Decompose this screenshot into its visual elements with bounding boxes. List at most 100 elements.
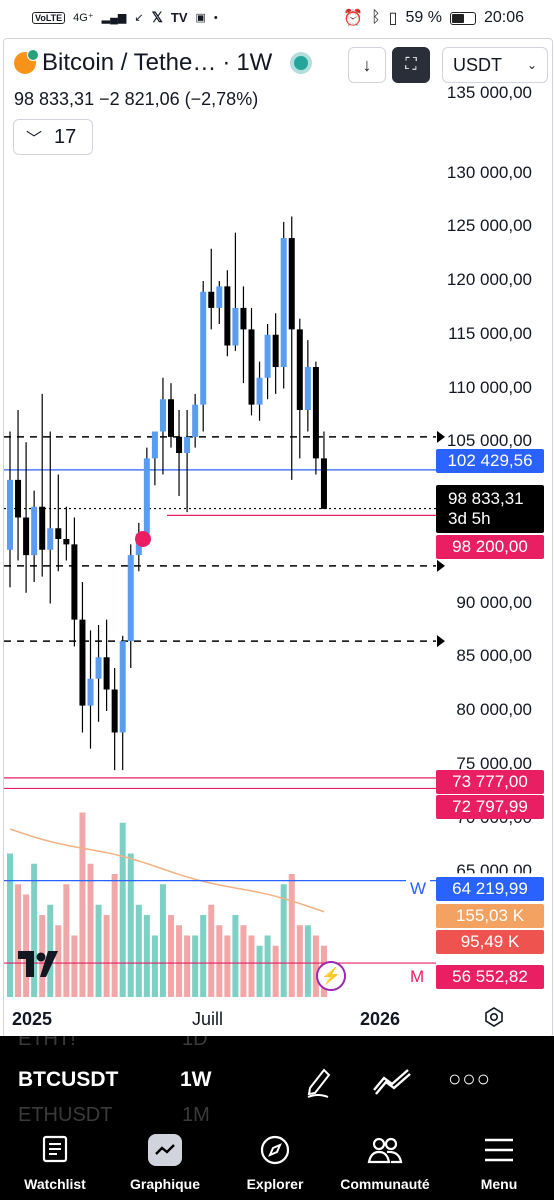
indicators-toggle[interactable]: ﹀ 17 [13,119,93,155]
watchlist-symbol[interactable]: ETHT! [18,1036,76,1050]
network-indicator: 4G⁺ [73,12,94,24]
symbol-title[interactable]: Bitcoin / Tethe… [42,49,217,76]
symbol-header[interactable]: Bitcoin / Tethe… · 1W [14,49,309,77]
candle-body [264,334,271,378]
volume-bar [135,904,142,997]
candle-body [31,506,38,556]
more-options-button[interactable]: ○○○ [448,1066,491,1092]
candle-body [87,678,94,706]
line-tag: M [406,967,429,987]
price-tick: 105 000,00 [446,431,532,451]
chart-settings-button[interactable] [482,1005,506,1029]
clock: 20:06 [483,9,524,26]
chart-panel[interactable]: Bitcoin / Tethe… · 1W ↓ ⛶ USDT ⌄ 98 833,… [3,38,553,1038]
candle-body [55,528,62,539]
trend-tool-button[interactable] [372,1066,412,1101]
nav-explorer[interactable]: Explorer [220,1122,330,1192]
currency-select[interactable]: USDT ⌄ [442,47,548,83]
line-end-marker [437,559,445,572]
volume-bar [184,935,191,997]
drawing-tool-button[interactable] [302,1064,334,1103]
alert-button[interactable]: ⚡ [316,961,346,991]
price-label: 64 219,99 [436,877,544,901]
volume-bar [111,874,118,997]
line-end-marker [437,635,445,648]
nav-label: Explorer [246,1176,304,1192]
candle-body [71,544,78,620]
lightning-icon: ⚡ [321,968,341,985]
watchlist-strip[interactable]: ETHT! 1D BTCUSDT 1W ETHUSDT 1M ○○○ [0,1036,554,1122]
volte-indicator: VoLTE [32,11,66,24]
candle-body [256,377,263,405]
price-tick: 65 000,00 [456,861,532,881]
fullscreen-icon: ⛶ [405,56,417,73]
candle-body [103,657,110,690]
volume-bar [95,904,102,997]
volume-bar [47,904,54,997]
photo-app-icon: ▣ [195,12,206,24]
price-chart[interactable] [4,39,552,1037]
tradingview-logo[interactable] [18,949,66,979]
status-bar: VoLTE 4G⁺ ▂▄▆ ↙ 𝕏 TV ▣ • ⏰ ᛒ ▯ 59 % 20:0… [0,0,554,36]
price-tick: 125 000,00 [446,216,532,236]
pen-icon [307,1068,331,1098]
volume-bar [71,935,78,997]
price-label: 56 552,82 [436,965,544,989]
price-tick: 75 000,00 [456,753,532,773]
nav-chart[interactable]: Graphique [110,1122,220,1192]
download-button[interactable]: ↓ [348,47,386,83]
arrow-down-icon: ↓ [362,54,372,75]
bluetooth-icon: ᛒ [371,9,381,26]
interval-label[interactable]: 1W [236,49,273,76]
tradingview-app-icon: TV [170,10,188,25]
candle-body [127,555,134,642]
battery-icon [449,11,476,25]
price-tick: 120 000,00 [446,270,532,289]
candle-body [232,307,239,346]
volume-bar [7,853,13,997]
watchlist-interval: 1D [182,1036,208,1050]
nav-watchlist[interactable]: Watchlist [0,1122,110,1192]
price-label: 98 833,31 3d 5h [436,485,544,533]
line-tag: W [406,879,431,899]
nav-community[interactable]: Communauté [330,1122,440,1192]
time-tick: Juill [192,1009,224,1029]
market-open-icon [294,56,309,70]
candle-body [280,238,287,367]
gear-icon [485,1007,503,1027]
volume-bar [87,863,94,997]
candle-body [224,286,231,346]
active-interval[interactable]: 1W [180,1068,212,1091]
title-separator: · [222,49,231,76]
price-tick: 130 000,00 [446,162,532,182]
candle-body [7,479,13,550]
menu-icon [485,1138,513,1162]
nav-label: Menu [480,1176,518,1192]
event-marker-icon [135,531,151,547]
trend-lines-icon [373,1069,411,1095]
volume-average-line [9,828,325,913]
candle-body [47,528,54,550]
chart-icon [155,1144,175,1155]
nav-label: Graphique [129,1176,200,1192]
bitcoin-icon [14,49,39,74]
volume-bar [103,915,110,997]
bottom-navigation[interactable]: Watchlist Graphique Explorer Communauté … [0,1122,554,1200]
price-label: 95,49 K [436,930,544,954]
active-symbol[interactable]: BTCUSDT [18,1068,119,1091]
time-tick: 2026 [360,1009,401,1029]
candle-body [304,367,311,410]
fullscreen-button[interactable]: ⛶ [392,47,430,83]
volume-bar [280,884,287,997]
candle-body [63,539,70,545]
watchlist-symbol[interactable]: ETHUSDT [18,1104,113,1122]
volume-bar [31,863,38,997]
volume-bar [256,945,263,997]
candle-body [216,286,223,308]
candle-body [320,458,327,509]
volume-bar [192,935,199,997]
candle-body [168,399,174,437]
x-app-icon: 𝕏 [151,9,163,25]
nav-menu[interactable]: Menu [444,1122,554,1192]
indicator-count: 17 [54,125,77,148]
